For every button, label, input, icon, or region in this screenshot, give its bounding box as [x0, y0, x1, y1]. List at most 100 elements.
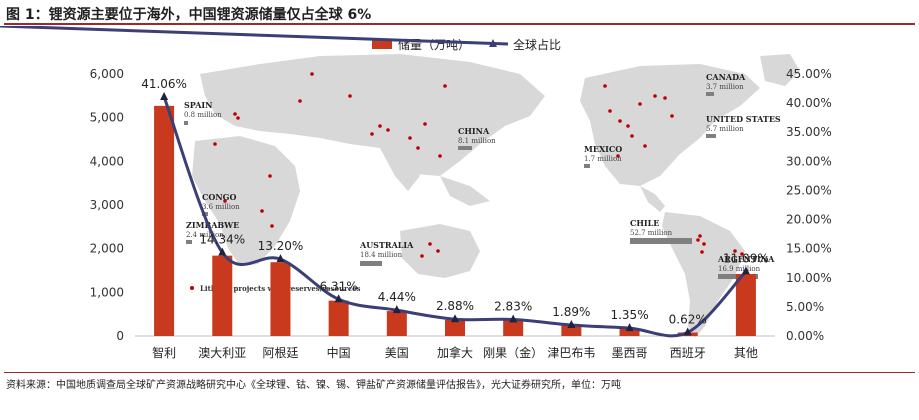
bar [445, 319, 465, 336]
bar [503, 320, 524, 336]
line-point-marker [276, 254, 285, 263]
line-series-path [162, 96, 748, 338]
svg-text:CHILE: CHILE [630, 218, 659, 228]
line-point-marker [160, 91, 169, 100]
bar [561, 325, 582, 336]
chart-legend: 储量（万吨） 全球占比 [0, 26, 561, 52]
map-land-greenland [760, 54, 800, 86]
line-point-marker [683, 327, 692, 336]
map-annotation-mexico: MEXICO 1.7 million [584, 144, 622, 168]
line-data-label: 0.62% [669, 312, 707, 326]
map-land-north-america [580, 64, 760, 186]
svg-text:ZIMBABWE: ZIMBABWE [186, 220, 239, 230]
map-annotation-china: CHINA 8.1 million [458, 126, 496, 150]
line-data-label: 14.34% [199, 233, 245, 247]
category-label: 中国 [327, 345, 351, 360]
right-axis: 0.00% 5.00% 10.00% 15.00% 20.00% 25.00% 30.00%… [786, 67, 832, 343]
map-annotation-zimbabwe: ZIMBABWE 2.4 million [186, 220, 239, 244]
lithium-project-dots [213, 72, 744, 258]
line-point-marker [451, 314, 459, 323]
map-annotation-spain: SPAIN 0.8 million [184, 100, 222, 125]
category-label: 澳大利亚 [198, 346, 246, 360]
line-data-label: 4.44% [378, 290, 416, 304]
category-label: 美国 [385, 346, 409, 360]
right-axis-tick-label: 30.00% [786, 154, 832, 168]
right-axis-tick-label: 25.00% [786, 183, 832, 197]
svg-text:16.9 million: 16.9 million [718, 265, 761, 273]
map-land-south-asia [380, 148, 490, 206]
line-data-label: 2.88% [436, 299, 474, 313]
svg-text:52.7 million: 52.7 million [630, 229, 673, 237]
left-axis-tick-label: 6,000 [90, 67, 124, 81]
svg-text:SPAIN: SPAIN [184, 100, 212, 110]
world-map-background: Lithium projects with reserves/resources… [184, 54, 800, 338]
line-point-marker [334, 294, 343, 303]
legend-line-label: 全球占比 [513, 37, 561, 52]
bar [270, 262, 291, 336]
line-point-marker [509, 314, 518, 323]
category-label: 墨西哥 [612, 346, 648, 360]
category-label: 加拿大 [437, 345, 473, 360]
map-annotation-united-states: UNITED STATES 5.7 million [706, 114, 781, 138]
svg-text:3.6 million: 3.6 million [202, 203, 240, 211]
bar [212, 255, 233, 336]
svg-text:CONGO: CONGO [202, 192, 236, 202]
svg-text:2.4 million: 2.4 million [186, 231, 224, 239]
title-rule [4, 23, 915, 25]
category-label: 津巴布韦 [547, 346, 595, 360]
bar [328, 300, 349, 336]
line-data-label: 6.31% [320, 279, 358, 293]
category-label: 西班牙 [670, 346, 706, 360]
bar [619, 328, 640, 336]
left-axis-tick-label: 4,000 [90, 154, 124, 168]
right-axis-tick-label: 40.00% [786, 96, 832, 110]
legend-line-marker [489, 39, 497, 47]
svg-text:CHINA: CHINA [458, 126, 490, 136]
chart: Lithium projects with reserves/resources… [0, 26, 832, 360]
bar [154, 105, 175, 336]
svg-text:1.7 million: 1.7 million [584, 155, 622, 163]
right-axis-tick-label: 45.00% [786, 67, 832, 81]
svg-text:3.7 million: 3.7 million [706, 83, 744, 91]
svg-text:ARGENTINA: ARGENTINA [717, 254, 775, 264]
map-land-australia [400, 224, 480, 278]
line-point-marker [625, 323, 634, 332]
line-point-marker [392, 305, 401, 314]
category-labels: 智利 澳大利亚 阿根廷 中国 美国 加拿大 刚果（金） 津巴布韦 墨西哥 西班牙 其他 [152, 345, 758, 360]
left-axis-tick-label: 1,000 [90, 285, 124, 299]
right-axis-tick-label: 5.00% [786, 300, 824, 314]
map-land-central-america [640, 186, 665, 212]
legend-line-swatch [0, 26, 509, 46]
svg-text:0.8 million: 0.8 million [184, 111, 222, 119]
right-axis-tick-label: 15.00% [786, 242, 832, 256]
svg-text:UNITED STATES: UNITED STATES [706, 114, 781, 124]
line-point-marker [567, 319, 576, 328]
line-data-label: 11.09% [723, 251, 769, 265]
svg-text:8.1 million: 8.1 million [458, 137, 496, 145]
svg-text:AUSTRALIA: AUSTRALIA [359, 240, 414, 250]
map-land-africa [192, 136, 300, 266]
category-label: 阿根廷 [262, 346, 298, 360]
left-axis-tick-label: 2,000 [90, 242, 124, 256]
line-data-label: 2.83% [494, 300, 532, 314]
bar-series [154, 105, 756, 336]
figure-title: 图 1：锂资源主要位于海外，中国锂资源储量仅占全球 6% [6, 7, 372, 23]
svg-text:18.4 million: 18.4 million [360, 251, 403, 259]
right-axis-tick-label: 20.00% [786, 213, 832, 227]
line-series: 41.06% 14.34% 13.20% 6.31% 4.44% 2.88% 2.83% 1.… [141, 77, 769, 338]
right-axis-tick-label: 10.00% [786, 271, 832, 285]
bottom-rule [4, 372, 915, 373]
category-label: 智利 [152, 345, 176, 360]
svg-text:5.7 million: 5.7 million [706, 125, 744, 133]
line-data-label: 41.06% [141, 77, 187, 91]
map-annotation-canada: CANADA 3.7 million [706, 72, 746, 96]
right-axis-tick-label: 0.00% [786, 329, 824, 343]
svg-text:CANADA: CANADA [706, 72, 746, 82]
map-land-eurasia [200, 54, 545, 176]
left-axis-tick-label: 3,000 [90, 198, 124, 212]
bar [386, 311, 407, 336]
line-data-label: 1.89% [552, 305, 590, 319]
line-point-marker [741, 266, 750, 275]
right-axis-tick-label: 35.00% [786, 125, 832, 139]
map-annotation-australia: AUSTRALIA 18.4 million [359, 240, 414, 266]
